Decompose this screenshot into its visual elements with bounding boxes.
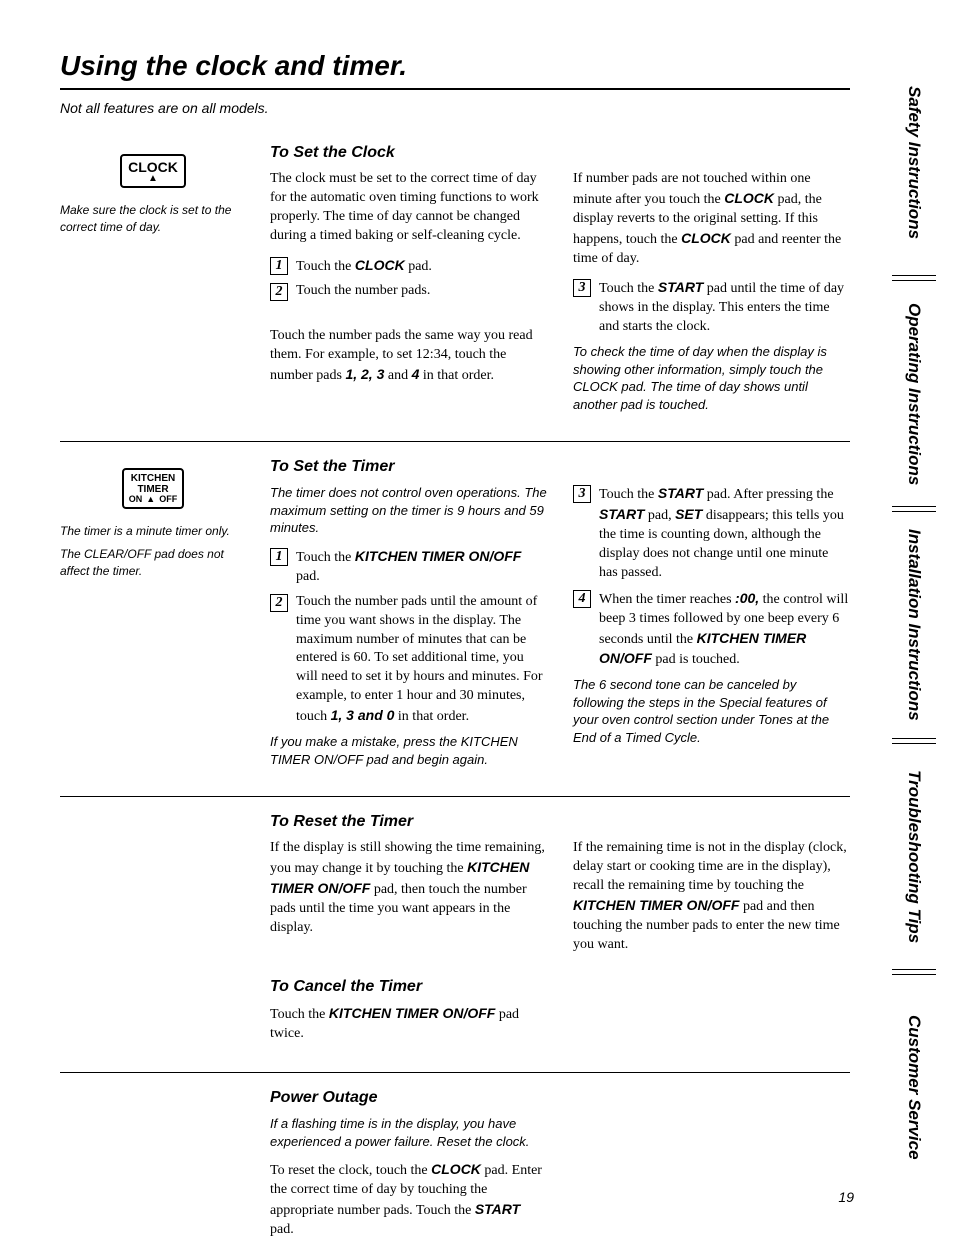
reset-right: If the remaining time is not in the disp… xyxy=(573,839,850,954)
tab-troubleshooting: Troubleshooting Tips xyxy=(892,743,936,970)
section-power-outage: Power Outage If a flashing time is in th… xyxy=(60,1089,850,1258)
power-text: To reset the clock, touch the CLOCK pad.… xyxy=(270,1160,547,1240)
tab-operating: Operating Instructions xyxy=(892,280,936,507)
reset-left: If the display is still showing the time… xyxy=(270,839,547,937)
step-3: 3 Touch the START pad until the time of … xyxy=(573,278,850,337)
step-3: 3 Touch the START pad. After pressing th… xyxy=(573,484,850,582)
timer-button-graphic: KITCHEN TIMER ON▲OFF xyxy=(60,468,246,509)
section-left: KITCHEN TIMER ON▲OFF The timer is a minu… xyxy=(60,458,246,778)
tab-safety: Safety Instructions xyxy=(892,50,936,276)
heading-reset-timer: To Reset the Timer xyxy=(270,813,850,831)
tab-customer: Customer Service xyxy=(892,974,936,1200)
timer-endnote: The 6 second tone can be canceled by fol… xyxy=(573,676,850,746)
clock-button-graphic: CLOCK ▲ xyxy=(60,154,246,188)
heading-set-clock: To Set the Clock xyxy=(270,144,850,162)
clock-endnote: To check the time of day when the displa… xyxy=(573,343,850,413)
step-number-icon: 3 xyxy=(573,485,591,503)
clock-caption: Make sure the clock is set to the correc… xyxy=(60,202,246,236)
section-left: CLOCK ▲ Make sure the clock is set to th… xyxy=(60,144,246,423)
clock-label: CLOCK xyxy=(128,160,178,174)
cancel-text: Touch the KITCHEN TIMER ON/OFF pad twice… xyxy=(270,1004,547,1044)
step-number-icon: 2 xyxy=(270,283,288,301)
step-4: 4 When the timer reaches :00, the contro… xyxy=(573,589,850,671)
step-number-icon: 2 xyxy=(270,594,288,612)
section-set-clock: CLOCK ▲ Make sure the clock is set to th… xyxy=(60,144,850,442)
page-number: 19 xyxy=(838,1189,854,1205)
heading-power: Power Outage xyxy=(270,1089,850,1107)
timer-caption-2: The CLEAR/OFF pad does not affect the ti… xyxy=(60,546,246,580)
section-set-timer: KITCHEN TIMER ON▲OFF The timer is a minu… xyxy=(60,458,850,797)
step-number-icon: 4 xyxy=(573,590,591,608)
timer-mistake: If you make a mistake, press the KITCHEN… xyxy=(270,733,547,768)
main-content: Using the clock and timer. Not all featu… xyxy=(60,50,850,1258)
clock-revert: If number pads are not touched within on… xyxy=(573,170,850,268)
heading-cancel: To Cancel the Timer xyxy=(270,978,850,996)
step-2: 2 Touch the number pads. xyxy=(270,282,547,301)
step-2: 2 Touch the number pads until the amount… xyxy=(270,593,547,727)
tab-installation: Installation Instructions xyxy=(892,511,936,738)
step-number-icon: 3 xyxy=(573,279,591,297)
triangle-icon: ▲ xyxy=(128,174,178,184)
timer-caption-1: The timer is a minute timer only. xyxy=(60,523,246,540)
power-note: If a flashing time is in the display, yo… xyxy=(270,1115,547,1150)
side-tabs: Safety Instructions Operating Instructio… xyxy=(892,50,936,1200)
section-reset-timer: To Reset the Timer If the display is sti… xyxy=(60,813,850,972)
timer-label-1: KITCHEN xyxy=(129,473,177,484)
step-number-icon: 1 xyxy=(270,548,288,566)
page-subtitle: Not all features are on all models. xyxy=(60,100,850,116)
step-number-icon: 1 xyxy=(270,257,288,275)
page-title: Using the clock and timer. xyxy=(60,50,850,90)
clock-intro: The clock must be set to the correct tim… xyxy=(270,170,547,246)
clock-example: Touch the number pads the same way you r… xyxy=(270,327,547,386)
step-1: 1 Touch the KITCHEN TIMER ON/OFF pad. xyxy=(270,547,547,587)
timer-note: The timer does not control oven operatio… xyxy=(270,484,547,537)
heading-set-timer: To Set the Timer xyxy=(270,458,850,476)
step-1: 1 Touch the CLOCK pad. xyxy=(270,256,547,277)
section-cancel-timer: To Cancel the Timer Touch the KITCHEN TI… xyxy=(60,978,850,1073)
